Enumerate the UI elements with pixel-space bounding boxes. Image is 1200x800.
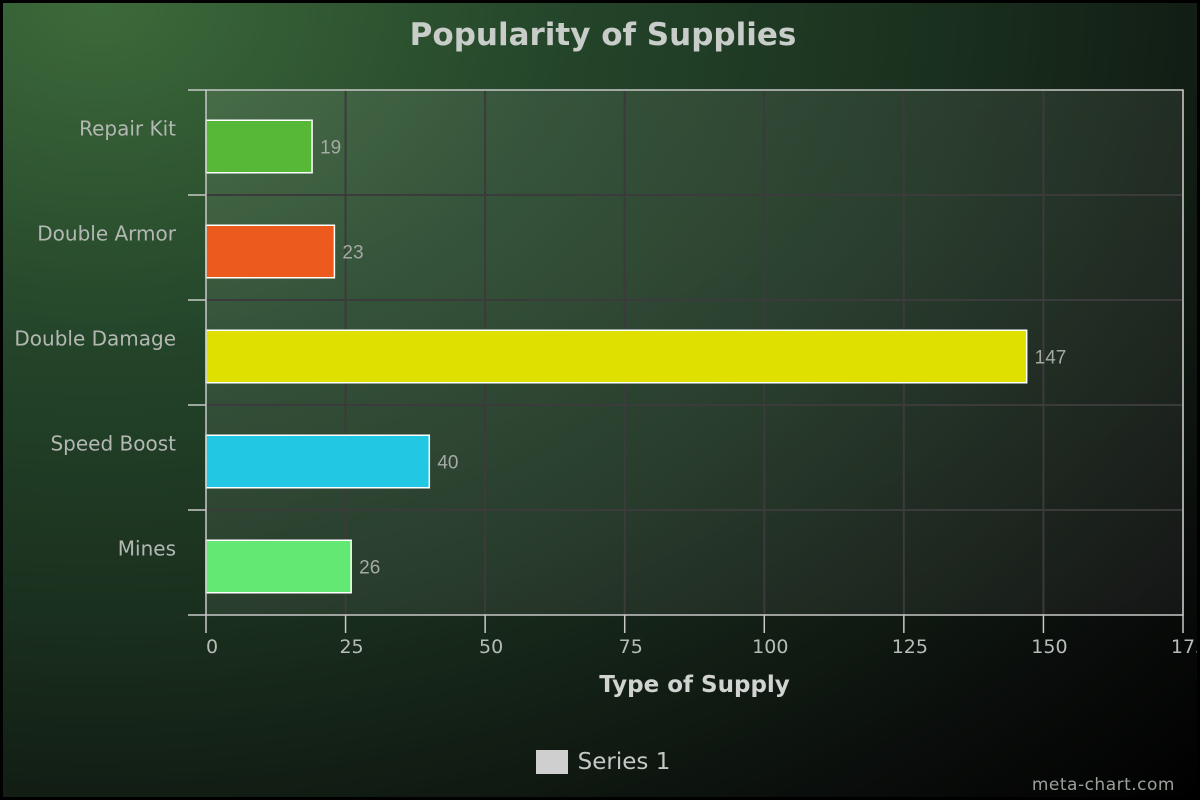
x-tick-label: 100 bbox=[752, 636, 788, 658]
legend-swatch bbox=[535, 750, 568, 774]
x-tick-label: 50 bbox=[479, 636, 503, 658]
x-tick-label: 75 bbox=[619, 636, 643, 658]
x-tick-label: 175 bbox=[1171, 636, 1197, 658]
bar bbox=[205, 434, 431, 489]
y-tick-label: Mines bbox=[118, 537, 176, 561]
bar bbox=[205, 329, 1028, 384]
data-label: 147 bbox=[1035, 348, 1067, 369]
x-tick-label: 150 bbox=[1031, 636, 1067, 658]
x-tick-label: 0 bbox=[206, 636, 218, 658]
legend-label: Series 1 bbox=[577, 749, 671, 775]
y-tick-label: Repair Kit bbox=[79, 117, 176, 141]
chart-plot: 0 25 50 75 100 125 150 175 Repair Kit 19 Double Ar… bbox=[14, 89, 1197, 658]
data-label: 26 bbox=[359, 558, 380, 579]
data-label: 40 bbox=[437, 453, 458, 474]
legend: Series 1 bbox=[3, 749, 1200, 775]
x-axis-label: Type of Supply bbox=[599, 672, 790, 698]
x-tick-label: 25 bbox=[339, 636, 363, 658]
bar bbox=[205, 119, 313, 174]
y-tick-label: Double Armor bbox=[37, 222, 176, 246]
y-tick-label: Speed Boost bbox=[50, 432, 176, 456]
plot-border bbox=[205, 89, 1184, 616]
bar bbox=[205, 539, 352, 594]
data-label: 23 bbox=[342, 243, 363, 264]
y-tick-label: Double Damage bbox=[14, 327, 176, 351]
bar bbox=[205, 224, 336, 279]
chart-title: Popularity of Supplies bbox=[409, 17, 797, 53]
x-tick-label: 125 bbox=[892, 636, 928, 658]
credit-text: meta-chart.com bbox=[1031, 775, 1175, 795]
data-label: 19 bbox=[320, 138, 341, 159]
